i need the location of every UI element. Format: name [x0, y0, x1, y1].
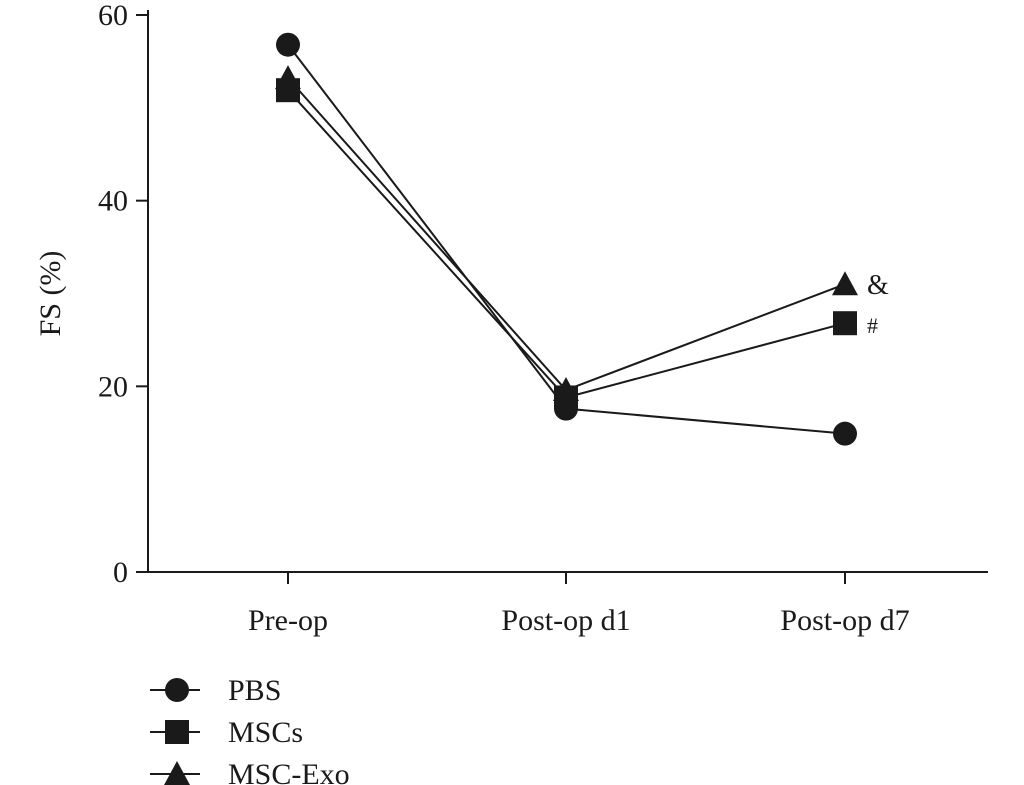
series-line-msc-exo: [287, 77, 846, 392]
y-tick-label-0: 0: [113, 556, 128, 589]
x-tick-label-post-op-d1: Post-op d1: [501, 604, 630, 637]
y-tick-label-20: 20: [98, 370, 128, 403]
series-line-mscs: [287, 89, 846, 399]
y-tick-label-40: 40: [98, 185, 128, 218]
y-tick-label-60: 60: [98, 0, 128, 32]
point-msc-exo-pre-op: [275, 65, 301, 90]
annotation-mscs: #: [867, 313, 878, 338]
annotation-msc-exo: &: [867, 270, 889, 301]
point-mscs-post-op-d7: [833, 311, 857, 336]
point-pbs-pre-op: [276, 32, 300, 57]
point-msc-exo-post-op-d7: [832, 271, 858, 296]
legend-label-msc-exo: MSC-Exo: [228, 758, 350, 785]
legend-marker-pbs: [165, 678, 189, 702]
y-axis-label: FS (%): [34, 251, 67, 337]
x-tick-label-pre-op: Pre-op: [248, 604, 328, 637]
annotations: &#: [867, 270, 889, 338]
point-pbs-post-op-d7: [833, 421, 857, 446]
x-tick-label-post-op-d7: Post-op d7: [780, 604, 909, 637]
point-msc-exo-post-op-d1: [553, 377, 579, 402]
legend: PBS MSCs MSC-Exo: [150, 674, 350, 785]
legend-marker-msc-exo: [164, 761, 190, 785]
series-markers: [275, 32, 858, 446]
axes: 0 20 40 60 Pre-op Post-op d1 Post-op d7 FS (%): [34, 0, 988, 637]
series-line-pbs: [287, 44, 846, 435]
legend-marker-mscs: [165, 720, 189, 744]
legend-label-mscs: MSCs: [228, 716, 303, 749]
series-lines: [287, 44, 846, 435]
legend-label-pbs: PBS: [228, 674, 281, 707]
